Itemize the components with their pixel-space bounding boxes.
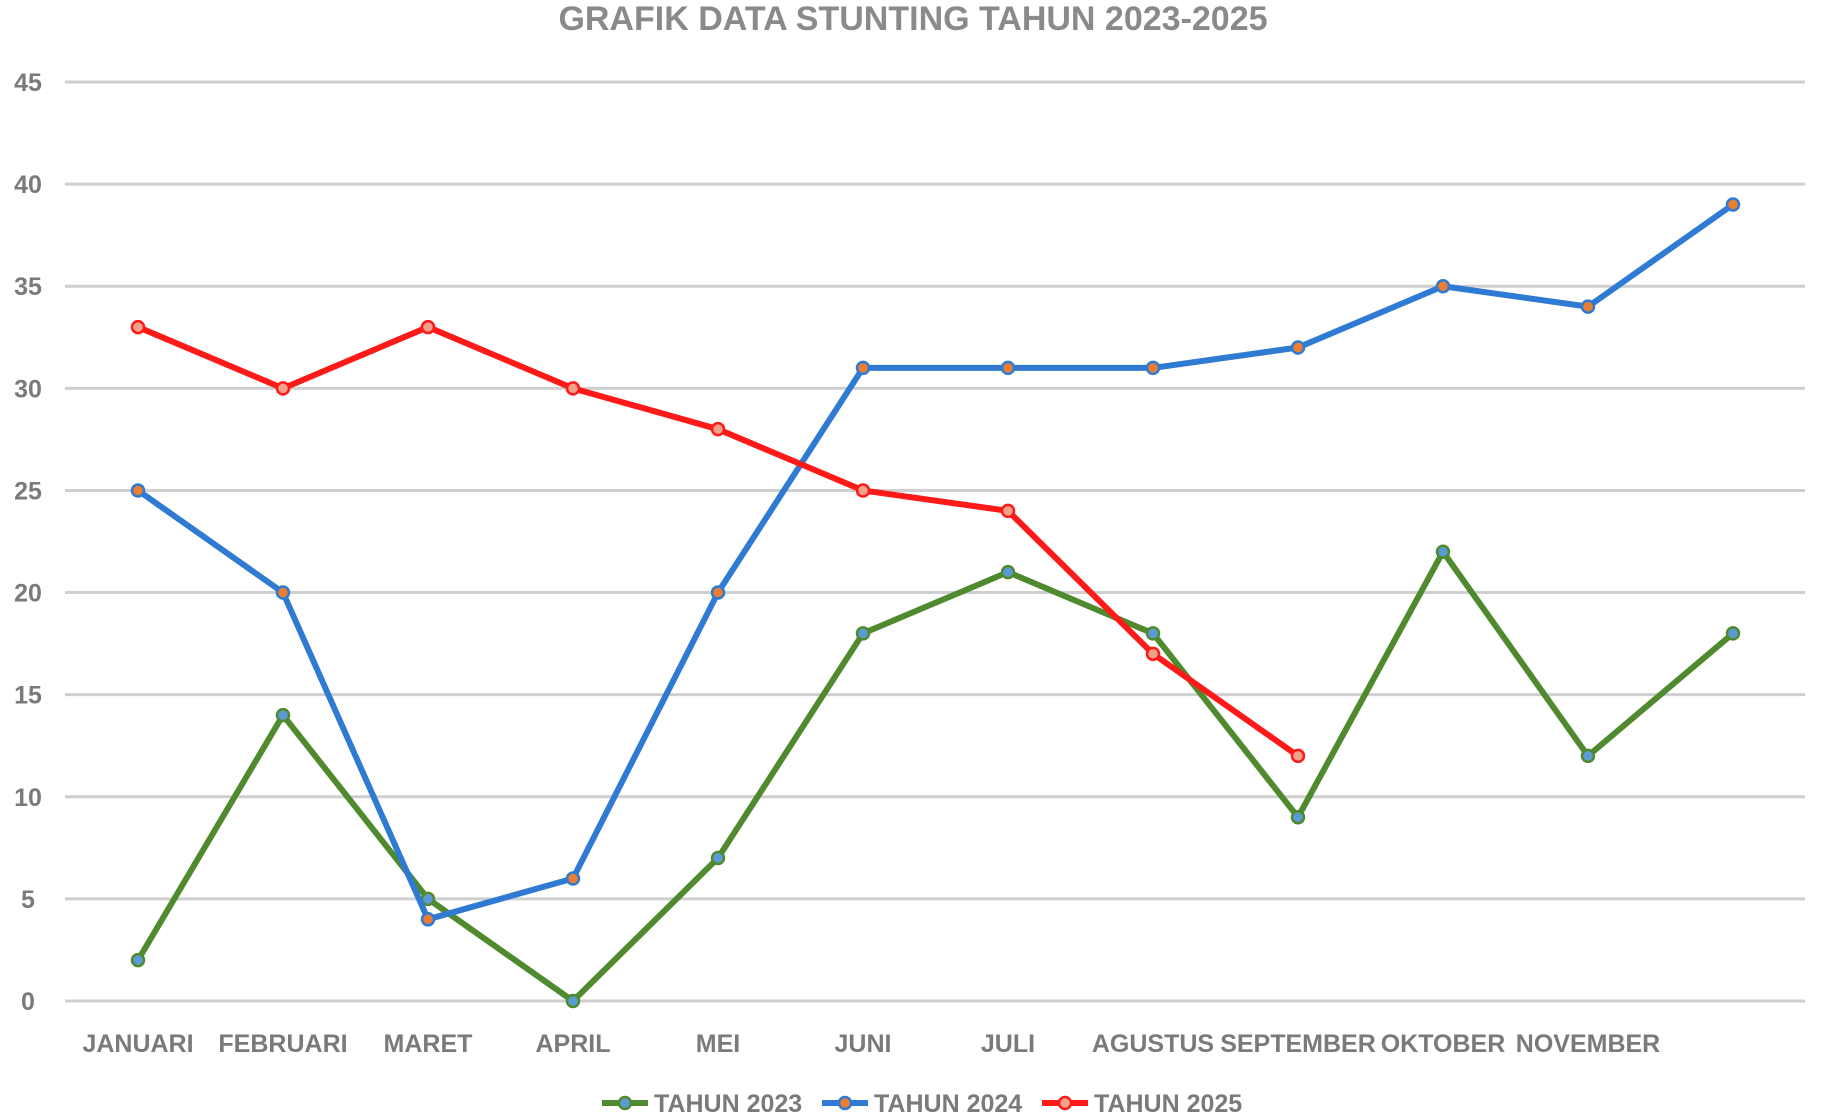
legend-label: TAHUN 2025 (1094, 1090, 1242, 1115)
series-line (135, 548, 1736, 1004)
y-tick-label: 40 (14, 171, 42, 199)
legend: TAHUN 2023 TAHUN 2024 TAHUN 2025 (602, 1090, 1242, 1115)
data-point (1290, 809, 1306, 825)
x-tick-label: JANUARI (82, 1030, 193, 1058)
data-point (565, 871, 581, 886)
data-point (1145, 626, 1161, 641)
legend-swatch-marker (837, 1095, 853, 1111)
data-point (1725, 626, 1741, 641)
data-point (275, 707, 291, 723)
data-point (710, 585, 726, 600)
x-tick-label: AGUSTUS (1092, 1030, 1214, 1058)
x-tick-label: MEI (696, 1030, 740, 1058)
data-point (420, 912, 436, 927)
x-tick-label: SEPTEMBER (1220, 1030, 1376, 1058)
legend-item: TAHUN 2023 (602, 1090, 802, 1115)
data-point (275, 381, 291, 396)
y-tick-label: 45 (14, 69, 42, 97)
series-layer (130, 197, 1741, 1009)
data-point (565, 381, 581, 396)
y-tick-label: 0 (21, 988, 35, 1016)
y-tick-label: 25 (14, 477, 42, 505)
data-point (1000, 360, 1016, 376)
legend-label: TAHUN 2023 (654, 1090, 802, 1115)
y-tick-label: 15 (14, 682, 42, 710)
y-tick-label: 35 (14, 273, 42, 301)
data-point (565, 993, 581, 1009)
series-tahun-2025 (130, 319, 1306, 764)
data-point (130, 483, 146, 498)
data-point (1000, 503, 1016, 519)
legend-swatch-marker (1057, 1095, 1073, 1111)
series-tahun-2024 (130, 197, 1741, 927)
data-point (1435, 544, 1451, 559)
data-point (275, 585, 291, 600)
data-point (1290, 748, 1306, 764)
data-point (1145, 360, 1161, 376)
data-point (130, 319, 146, 335)
data-point (1000, 564, 1016, 580)
y-tick-label: 10 (14, 784, 42, 812)
data-point (710, 421, 726, 437)
gridlines (65, 80, 1805, 1003)
data-point (1725, 197, 1741, 212)
x-tick-label: NOVEMBER (1516, 1030, 1660, 1058)
data-point (1435, 278, 1451, 294)
x-tick-label: JULI (981, 1030, 1035, 1058)
y-tick-label: 30 (14, 375, 42, 403)
data-point (1290, 340, 1306, 355)
x-tick-label: JUNI (835, 1030, 892, 1058)
legend-item: TAHUN 2025 (1042, 1090, 1242, 1115)
legend-item: TAHUN 2024 (822, 1090, 1022, 1115)
y-tick-label: 20 (14, 580, 42, 608)
series-line (135, 324, 1301, 759)
data-point (855, 483, 871, 498)
x-tick-label: OKTOBER (1381, 1030, 1506, 1058)
data-point (710, 850, 726, 866)
x-tick-label: MARET (384, 1030, 473, 1058)
data-point (1580, 748, 1596, 764)
data-point (420, 319, 436, 335)
y-tick-label: 5 (21, 886, 35, 914)
data-point (855, 360, 871, 376)
x-tick-label: FEBRUARI (218, 1030, 347, 1058)
x-axis-ticks: JANUARI FEBRUARI MARET APRIL MEI JUNI JULI AGUS… (82, 1030, 1660, 1058)
series-line (135, 201, 1736, 923)
data-point (1580, 299, 1596, 314)
data-point (1145, 646, 1161, 662)
legend-label: TAHUN 2024 (874, 1090, 1022, 1115)
chart-title: GRAFIK DATA STUNTING TAHUN 2023-2025 (558, 0, 1267, 38)
data-point (130, 952, 146, 968)
x-tick-label: APRIL (536, 1030, 611, 1058)
series-tahun-2023 (130, 544, 1741, 1009)
legend-swatch-marker (617, 1095, 633, 1111)
data-point (855, 626, 871, 641)
y-axis-ticks: 0 5 10 15 20 25 30 35 40 45 (14, 69, 42, 1016)
